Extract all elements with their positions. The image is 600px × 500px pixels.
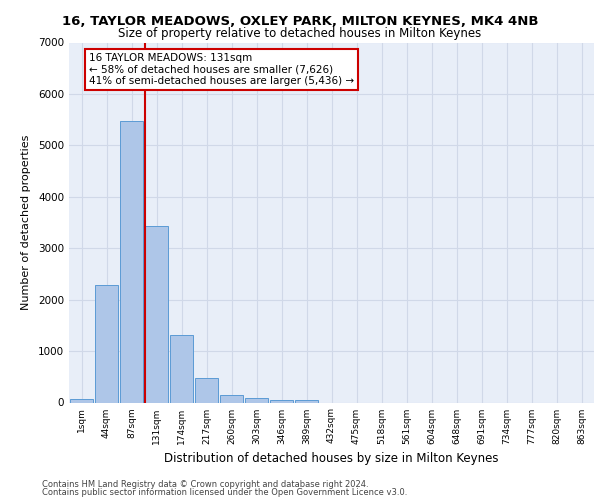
Text: Contains public sector information licensed under the Open Government Licence v3: Contains public sector information licen… (42, 488, 407, 497)
Bar (119, 121, 143, 402)
Bar (194, 378, 218, 402)
Text: Size of property relative to detached houses in Milton Keynes: Size of property relative to detached ho… (118, 28, 482, 40)
Bar (245, 398, 268, 402)
Text: Contains HM Land Registry data © Crown copyright and database right 2024.: Contains HM Land Registry data © Crown c… (42, 480, 368, 489)
Bar (145, 226, 169, 402)
Bar (269, 400, 293, 402)
X-axis label: Distribution of detached houses by size in Milton Keynes: Distribution of detached houses by size … (164, 452, 499, 465)
Text: 16, TAYLOR MEADOWS, OXLEY PARK, MILTON KEYNES, MK4 4NB: 16, TAYLOR MEADOWS, OXLEY PARK, MILTON K… (62, 15, 538, 28)
Bar (295, 400, 319, 402)
Bar (95, 285, 118, 403)
Bar (170, 334, 193, 402)
Bar (220, 394, 244, 402)
Y-axis label: Number of detached properties: Number of detached properties (21, 135, 31, 310)
Bar (70, 398, 94, 402)
Text: 16 TAYLOR MEADOWS: 131sqm
← 58% of detached houses are smaller (7,626)
41% of se: 16 TAYLOR MEADOWS: 131sqm ← 58% of detac… (89, 53, 354, 86)
